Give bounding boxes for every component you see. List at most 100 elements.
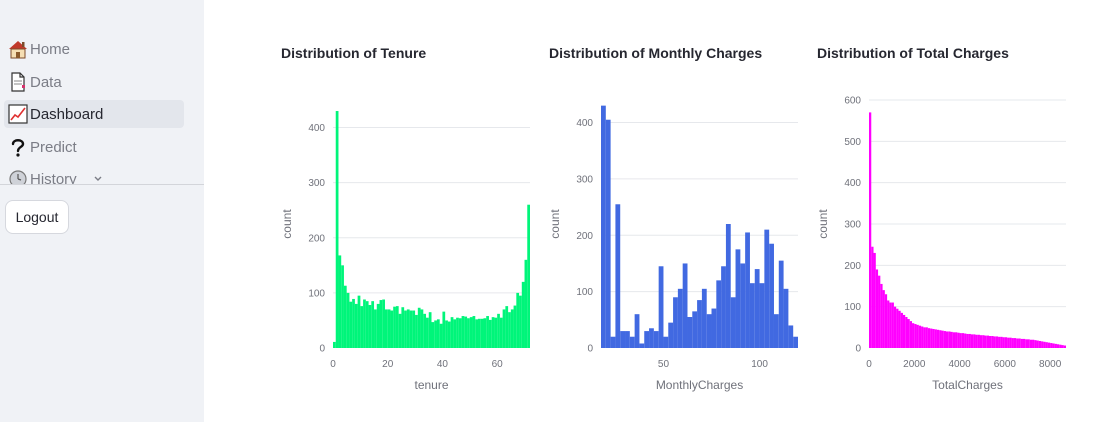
histogram-bar[interactable] [453, 319, 457, 348]
histogram-bar[interactable] [415, 314, 418, 348]
histogram-bar[interactable] [423, 313, 427, 348]
histogram-bar[interactable] [445, 320, 448, 348]
histogram-bar[interactable] [639, 343, 645, 348]
histogram-bar[interactable] [352, 298, 355, 348]
histogram-bar[interactable] [412, 310, 416, 348]
histogram-bar[interactable] [494, 317, 498, 348]
histogram-bar[interactable] [406, 309, 410, 348]
histogram-bar[interactable] [1009, 337, 1012, 348]
histogram-bar[interactable] [1034, 340, 1037, 348]
histogram-bar[interactable] [993, 336, 996, 348]
histogram-bar[interactable] [508, 312, 511, 348]
histogram-bar[interactable] [986, 335, 990, 348]
histogram-bar[interactable] [450, 317, 454, 348]
histogram-bar[interactable] [735, 249, 741, 348]
histogram-bar[interactable] [464, 316, 468, 348]
histogram-bar[interactable] [363, 299, 366, 348]
histogram-bar[interactable] [1022, 338, 1026, 348]
histogram-bar[interactable] [673, 297, 678, 348]
histogram-bar[interactable] [349, 301, 353, 348]
histogram-bar[interactable] [1002, 337, 1005, 348]
histogram-bar[interactable] [1054, 343, 1057, 348]
histogram-bar[interactable] [346, 292, 350, 348]
histogram-bar[interactable] [921, 326, 924, 348]
histogram-bar[interactable] [687, 317, 693, 348]
histogram-bar[interactable] [357, 295, 361, 348]
histogram-bar[interactable] [472, 316, 476, 348]
histogram-bar[interactable] [773, 314, 779, 348]
histogram-bar[interactable] [957, 332, 960, 348]
sidebar-item-home[interactable]: Home [4, 35, 184, 63]
histogram-bar[interactable] [499, 317, 503, 348]
histogram-bar[interactable] [519, 295, 522, 348]
histogram-bar[interactable] [682, 263, 688, 348]
histogram-bar[interactable] [649, 328, 654, 348]
histogram-bar[interactable] [740, 263, 746, 348]
histogram-bar[interactable] [941, 330, 944, 348]
histogram-bar[interactable] [923, 327, 926, 348]
histogram-bar[interactable] [982, 335, 985, 348]
histogram-bar[interactable] [878, 275, 881, 348]
histogram-bar[interactable] [1027, 339, 1030, 348]
histogram-bar[interactable] [486, 316, 489, 348]
histogram-bar[interactable] [341, 265, 344, 348]
histogram-bar[interactable] [663, 336, 669, 348]
histogram-bar[interactable] [764, 229, 770, 348]
histogram-bar[interactable] [1000, 336, 1003, 348]
histogram-bar[interactable] [896, 308, 899, 348]
histogram-bar[interactable] [977, 334, 980, 348]
histogram-bar[interactable] [968, 333, 971, 348]
histogram-bar[interactable] [930, 328, 933, 348]
histogram-bar[interactable] [943, 331, 946, 348]
histogram-bar[interactable] [975, 334, 978, 348]
histogram-bar[interactable] [1041, 341, 1044, 348]
histogram-bar[interactable] [900, 312, 903, 348]
histogram-bar[interactable] [871, 246, 874, 348]
histogram-bar[interactable] [869, 112, 872, 349]
histogram-bar[interactable] [434, 320, 437, 348]
histogram-bar[interactable] [950, 331, 953, 348]
histogram-bar[interactable] [998, 336, 1001, 348]
histogram-bar[interactable] [483, 318, 487, 348]
histogram-bar[interactable] [711, 308, 717, 348]
histogram-bar[interactable] [984, 335, 987, 348]
histogram-bar[interactable] [778, 260, 784, 348]
histogram-bar[interactable] [905, 317, 908, 348]
histogram-bar[interactable] [882, 290, 885, 348]
histogram-bar[interactable] [1038, 340, 1042, 348]
histogram-bar[interactable] [880, 283, 883, 348]
histogram-bar[interactable] [754, 269, 760, 348]
histogram-bar[interactable] [475, 319, 479, 348]
histogram-bar[interactable] [390, 310, 394, 348]
histogram-bar[interactable] [769, 243, 774, 348]
histogram-bar[interactable] [927, 328, 931, 348]
histogram-bar[interactable] [1013, 338, 1017, 348]
histogram-bar[interactable] [527, 204, 530, 348]
histogram-bar[interactable] [706, 314, 712, 348]
histogram-bar[interactable] [368, 305, 372, 348]
histogram-bar[interactable] [1016, 338, 1019, 348]
histogram-bar[interactable] [442, 311, 446, 348]
histogram-bar[interactable] [907, 319, 910, 348]
histogram-bar[interactable] [480, 318, 484, 348]
histogram-bar[interactable] [478, 318, 481, 348]
histogram-bar[interactable] [902, 314, 906, 348]
histogram-bar[interactable] [1025, 339, 1028, 348]
histogram-bar[interactable] [516, 292, 520, 348]
histogram-bar[interactable] [458, 318, 462, 348]
histogram-bar[interactable] [934, 329, 937, 348]
histogram-bar[interactable] [730, 297, 736, 348]
histogram-bar[interactable] [395, 306, 399, 348]
histogram-bar[interactable] [1029, 339, 1033, 348]
sidebar-item-history[interactable]: History [4, 165, 184, 185]
histogram-bar[interactable] [677, 288, 683, 348]
histogram-bar[interactable] [409, 310, 413, 348]
histogram-bar[interactable] [1063, 345, 1066, 348]
histogram-bar[interactable] [1011, 338, 1014, 348]
histogram-bar[interactable] [436, 319, 440, 348]
histogram-bar[interactable] [497, 313, 500, 348]
histogram-bar[interactable] [973, 334, 976, 348]
histogram-bar[interactable] [668, 322, 674, 348]
histogram-bar[interactable] [601, 105, 606, 348]
histogram-bar[interactable] [343, 285, 347, 348]
